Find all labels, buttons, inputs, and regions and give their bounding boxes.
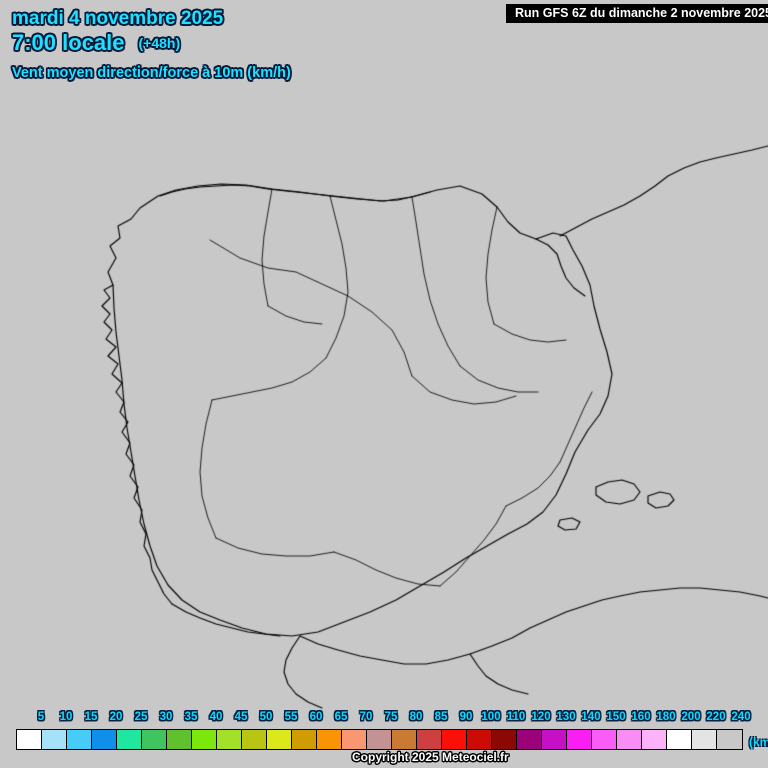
legend-tick-label: 60 bbox=[309, 711, 323, 723]
legend-swatch bbox=[392, 730, 417, 749]
legend-swatch bbox=[642, 730, 667, 749]
legend-swatch bbox=[467, 730, 492, 749]
legend-tick-label: 220 bbox=[706, 711, 726, 723]
legend-swatch bbox=[592, 730, 617, 749]
legend-swatch bbox=[142, 730, 167, 749]
legend-tick-label: 140 bbox=[581, 711, 601, 723]
legend-tick-label: 130 bbox=[556, 711, 576, 723]
legend-tick-label: 40 bbox=[209, 711, 223, 723]
legend-tick-label: 15 bbox=[84, 711, 98, 723]
legend-swatch bbox=[717, 730, 742, 749]
legend-swatch bbox=[417, 730, 442, 749]
copyright-notice: Copyright 2025 Meteociel.fr bbox=[352, 750, 509, 764]
legend-swatch bbox=[617, 730, 642, 749]
legend-swatch bbox=[92, 730, 117, 749]
legend-tick-label: 75 bbox=[384, 711, 398, 723]
legend-swatch bbox=[317, 730, 342, 749]
legend-tick-label: 240 bbox=[731, 711, 751, 723]
legend-swatch bbox=[667, 730, 692, 749]
legend-swatch bbox=[42, 730, 67, 749]
color-scale-legend: 5 10 15 20 25 30 35 40 45 50 55 60 65 70 75 80 85 90 100 11… bbox=[0, 705, 768, 768]
legend-swatch bbox=[117, 730, 142, 749]
legend-tick-label: 160 bbox=[631, 711, 651, 723]
legend-tick-label: 35 bbox=[184, 711, 198, 723]
legend-swatch bbox=[442, 730, 467, 749]
legend-tick-label: 10 bbox=[59, 711, 73, 723]
legend-swatch bbox=[167, 730, 192, 749]
legend-tick-label: 200 bbox=[681, 711, 701, 723]
legend-color-bar bbox=[16, 729, 743, 750]
legend-swatch bbox=[517, 730, 542, 749]
legend-tick-label: 110 bbox=[506, 711, 526, 723]
legend-swatch bbox=[567, 730, 592, 749]
legend-swatch bbox=[17, 730, 42, 749]
legend-unit-label: (km/h) bbox=[749, 735, 768, 749]
legend-tick-label: 80 bbox=[409, 711, 423, 723]
legend-tick-label: 45 bbox=[234, 711, 248, 723]
legend-tick-label: 30 bbox=[159, 711, 173, 723]
legend-tick-label: 70 bbox=[359, 711, 373, 723]
legend-tick-label: 100 bbox=[481, 711, 501, 723]
legend-swatch bbox=[492, 730, 517, 749]
legend-tick-label: 90 bbox=[459, 711, 473, 723]
model-run-label: Run GFS 6Z du dimanche 2 novembre 2025 bbox=[506, 4, 768, 23]
legend-swatch bbox=[367, 730, 392, 749]
legend-tick-label: 20 bbox=[109, 711, 123, 723]
legend-swatch bbox=[217, 730, 242, 749]
legend-swatch bbox=[242, 730, 267, 749]
legend-swatch bbox=[267, 730, 292, 749]
legend-tick-label: 25 bbox=[134, 711, 148, 723]
legend-swatch bbox=[542, 730, 567, 749]
legend-tick-label: 5 bbox=[37, 711, 45, 723]
legend-swatch bbox=[67, 730, 92, 749]
legend-swatch bbox=[192, 730, 217, 749]
legend-swatch bbox=[342, 730, 367, 749]
legend-tick-label: 65 bbox=[334, 711, 348, 723]
legend-tick-label: 50 bbox=[259, 711, 273, 723]
legend-swatch bbox=[692, 730, 717, 749]
legend-tick-label: 180 bbox=[656, 711, 676, 723]
legend-swatch bbox=[292, 730, 317, 749]
legend-tick-label: 150 bbox=[606, 711, 626, 723]
legend-tick-labels: 5 10 15 20 25 30 35 40 45 50 55 60 65 70 75 80 85 90 100 11… bbox=[0, 711, 768, 729]
legend-tick-label: 85 bbox=[434, 711, 448, 723]
legend-tick-label: 120 bbox=[531, 711, 551, 723]
legend-tick-label: 55 bbox=[284, 711, 298, 723]
